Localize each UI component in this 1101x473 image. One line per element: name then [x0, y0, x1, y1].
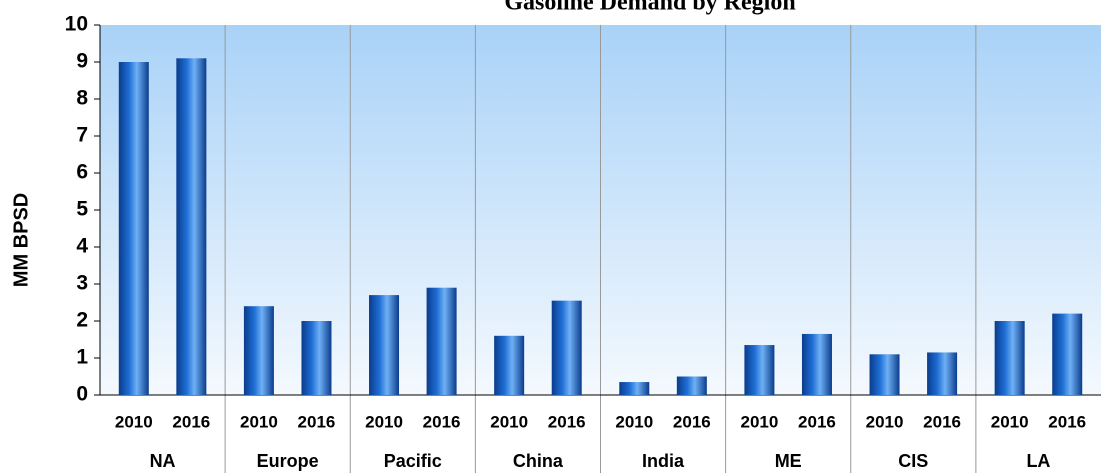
bar: [801, 333, 832, 395]
bar: [176, 58, 207, 396]
series-label: 2010: [615, 412, 653, 431]
y-axis-label: MM BPSD: [10, 193, 32, 287]
series-label: 2010: [365, 412, 403, 431]
y-tick-label: 1: [76, 346, 88, 369]
bar: [118, 62, 149, 395]
y-tick-label: 7: [76, 124, 88, 147]
bar: [243, 306, 274, 395]
series-label: 2016: [548, 412, 586, 431]
x-tick-label: Pacific: [384, 451, 442, 471]
series-label: 2016: [1048, 412, 1086, 431]
y-tick-label: 4: [76, 235, 88, 258]
bar: [301, 321, 332, 395]
y-tick-label: 0: [76, 383, 88, 406]
bar: [1052, 313, 1083, 395]
x-tick-label: Europe: [257, 451, 319, 471]
bar: [869, 354, 900, 395]
series-label: 2016: [298, 412, 336, 431]
x-tick-label: NA: [150, 451, 176, 471]
bar: [994, 321, 1025, 395]
x-tick-label: India: [642, 451, 685, 471]
y-tick-label: 3: [76, 272, 88, 295]
bar: [369, 295, 400, 395]
y-tick-label: 9: [76, 50, 88, 73]
x-tick-label: CIS: [898, 451, 928, 471]
series-label: 2016: [798, 412, 836, 431]
series-label: 2010: [490, 412, 528, 431]
y-tick-label: 2: [76, 309, 88, 332]
x-tick-label: ME: [775, 451, 802, 471]
series-label: 2010: [740, 412, 778, 431]
bar: [927, 352, 958, 395]
series-label: 2010: [866, 412, 904, 431]
bar: [744, 345, 775, 395]
bar: [551, 300, 582, 395]
bar: [676, 376, 707, 395]
bar: [426, 287, 457, 395]
series-label: 2016: [923, 412, 961, 431]
series-label: 2016: [423, 412, 461, 431]
x-tick-label: LA: [1026, 451, 1050, 471]
bar: [494, 335, 525, 395]
x-tick-label: China: [513, 451, 564, 471]
series-label: 2010: [115, 412, 153, 431]
y-tick-label: 8: [76, 87, 88, 110]
y-tick-label: 10: [65, 13, 88, 36]
chart-title: Gasoline Demand by Region: [504, 0, 795, 16]
series-label: 2010: [991, 412, 1029, 431]
series-label: 2016: [673, 412, 711, 431]
y-tick-label: 5: [76, 198, 88, 221]
series-label: 2016: [172, 412, 210, 431]
y-tick-label: 6: [76, 161, 88, 184]
series-label: 2010: [240, 412, 278, 431]
bar: [619, 382, 650, 395]
